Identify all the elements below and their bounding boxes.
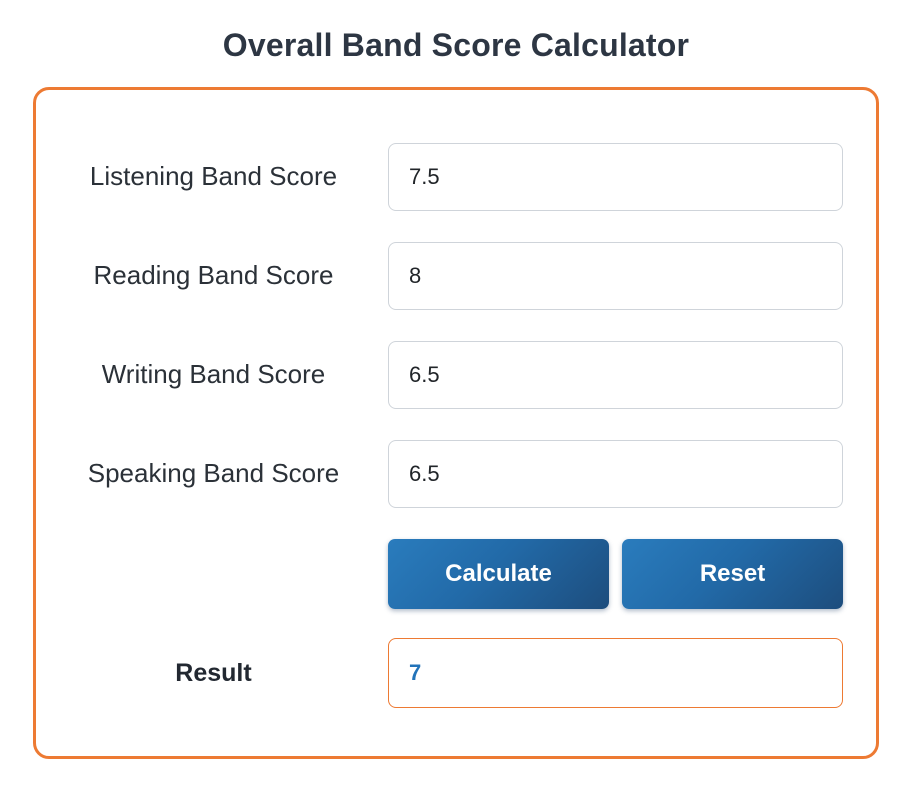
listening-label: Listening Band Score [89,161,338,192]
listening-input[interactable] [388,143,843,211]
speaking-input[interactable] [388,440,843,508]
reading-label: Reading Band Score [93,260,334,291]
reading-input[interactable] [388,242,843,310]
calculate-button[interactable]: Calculate [388,539,609,609]
button-row: Calculate Reset [388,539,843,609]
writing-label: Writing Band Score [101,359,326,390]
reading-row: Reading Band Score [39,242,843,310]
page-title: Overall Band Score Calculator [222,27,690,63]
speaking-label: Speaking Band Score [87,458,340,489]
listening-row: Listening Band Score [39,143,843,211]
reset-button[interactable]: Reset [622,539,843,609]
writing-input[interactable] [388,341,843,409]
speaking-row: Speaking Band Score [39,440,843,508]
result-input[interactable] [388,638,843,708]
result-row: Result [39,638,843,708]
writing-row: Writing Band Score [39,341,843,409]
calculator-card: Listening Band Score Reading Band Score … [33,87,879,759]
result-label: Result [175,659,252,687]
